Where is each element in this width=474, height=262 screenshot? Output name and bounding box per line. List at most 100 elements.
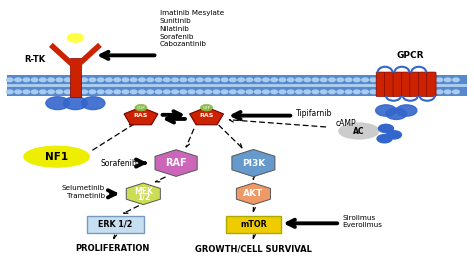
Circle shape bbox=[436, 78, 443, 81]
Circle shape bbox=[81, 78, 87, 81]
Circle shape bbox=[130, 90, 137, 94]
Circle shape bbox=[172, 90, 178, 94]
Circle shape bbox=[48, 78, 55, 81]
Circle shape bbox=[229, 78, 236, 81]
Circle shape bbox=[428, 90, 435, 94]
Circle shape bbox=[147, 90, 154, 94]
Circle shape bbox=[453, 90, 459, 94]
Circle shape bbox=[31, 78, 38, 81]
Circle shape bbox=[15, 78, 21, 81]
Circle shape bbox=[106, 90, 112, 94]
Text: ERK 1/2: ERK 1/2 bbox=[98, 220, 132, 229]
Circle shape bbox=[354, 78, 360, 81]
Circle shape bbox=[255, 78, 261, 81]
Circle shape bbox=[378, 78, 385, 81]
Circle shape bbox=[213, 90, 219, 94]
Circle shape bbox=[147, 78, 154, 81]
Circle shape bbox=[39, 78, 46, 81]
Circle shape bbox=[419, 78, 426, 81]
Polygon shape bbox=[190, 107, 223, 125]
Circle shape bbox=[164, 78, 170, 81]
Circle shape bbox=[370, 90, 377, 94]
Circle shape bbox=[56, 78, 63, 81]
Circle shape bbox=[337, 90, 344, 94]
Circle shape bbox=[221, 90, 228, 94]
Circle shape bbox=[362, 78, 368, 81]
Circle shape bbox=[73, 78, 79, 81]
Bar bbox=[8, 75, 466, 84]
Text: 1/2: 1/2 bbox=[137, 192, 150, 201]
Circle shape bbox=[320, 90, 327, 94]
Bar bbox=[8, 84, 466, 87]
Circle shape bbox=[97, 78, 104, 81]
Circle shape bbox=[97, 90, 104, 94]
Circle shape bbox=[304, 90, 310, 94]
Text: GROWTH/CELL SURVIVAL: GROWTH/CELL SURVIVAL bbox=[195, 244, 312, 253]
Circle shape bbox=[378, 90, 385, 94]
Text: Selumetinib
Trametinib: Selumetinib Trametinib bbox=[62, 185, 105, 199]
Circle shape bbox=[312, 90, 319, 94]
Circle shape bbox=[304, 78, 310, 81]
Circle shape bbox=[387, 90, 393, 94]
Text: mTOR: mTOR bbox=[240, 220, 267, 229]
Circle shape bbox=[114, 90, 120, 94]
Circle shape bbox=[81, 90, 87, 94]
Circle shape bbox=[246, 90, 253, 94]
Circle shape bbox=[64, 78, 71, 81]
Circle shape bbox=[345, 78, 352, 81]
Text: GPCR: GPCR bbox=[397, 51, 424, 61]
Ellipse shape bbox=[339, 123, 379, 139]
Circle shape bbox=[238, 90, 245, 94]
Circle shape bbox=[213, 78, 219, 81]
Text: AC: AC bbox=[353, 127, 365, 135]
Circle shape bbox=[445, 78, 451, 81]
Circle shape bbox=[46, 97, 69, 110]
Circle shape bbox=[23, 90, 29, 94]
Ellipse shape bbox=[24, 146, 90, 167]
Circle shape bbox=[122, 78, 129, 81]
Circle shape bbox=[296, 78, 302, 81]
Circle shape bbox=[221, 78, 228, 81]
Circle shape bbox=[320, 78, 327, 81]
Text: PROLIFERATION: PROLIFERATION bbox=[76, 244, 150, 253]
Text: RAS: RAS bbox=[200, 113, 214, 118]
FancyBboxPatch shape bbox=[384, 72, 394, 97]
Text: Imatinib Mesylate
Sunitinib
Nilatinib
Sorafenib
Cabozantinib: Imatinib Mesylate Sunitinib Nilatinib So… bbox=[160, 10, 224, 47]
Circle shape bbox=[197, 78, 203, 81]
Circle shape bbox=[428, 78, 435, 81]
Circle shape bbox=[395, 78, 401, 81]
FancyBboxPatch shape bbox=[393, 72, 402, 97]
Circle shape bbox=[122, 90, 129, 94]
Circle shape bbox=[296, 90, 302, 94]
Circle shape bbox=[23, 78, 29, 81]
Circle shape bbox=[287, 78, 294, 81]
Text: AKT: AKT bbox=[243, 189, 264, 198]
Circle shape bbox=[387, 78, 393, 81]
Circle shape bbox=[39, 90, 46, 94]
Circle shape bbox=[135, 104, 147, 111]
Polygon shape bbox=[155, 150, 197, 176]
Text: cAMP: cAMP bbox=[336, 119, 356, 128]
Circle shape bbox=[255, 90, 261, 94]
Circle shape bbox=[164, 90, 170, 94]
Circle shape bbox=[411, 90, 418, 94]
FancyBboxPatch shape bbox=[410, 72, 419, 97]
Circle shape bbox=[7, 78, 13, 81]
Circle shape bbox=[362, 90, 368, 94]
Circle shape bbox=[419, 90, 426, 94]
Circle shape bbox=[386, 108, 407, 119]
FancyBboxPatch shape bbox=[87, 216, 144, 233]
Circle shape bbox=[396, 105, 417, 116]
Text: RAF: RAF bbox=[165, 158, 187, 168]
Circle shape bbox=[205, 90, 211, 94]
Text: Sirolimus
Everolimus: Sirolimus Everolimus bbox=[342, 215, 383, 228]
Circle shape bbox=[180, 78, 187, 81]
Polygon shape bbox=[124, 107, 158, 125]
Circle shape bbox=[445, 90, 451, 94]
Circle shape bbox=[180, 90, 187, 94]
Circle shape bbox=[376, 105, 396, 116]
FancyBboxPatch shape bbox=[401, 72, 411, 97]
Circle shape bbox=[436, 90, 443, 94]
Circle shape bbox=[395, 90, 401, 94]
Text: Sorafenib: Sorafenib bbox=[101, 159, 137, 168]
